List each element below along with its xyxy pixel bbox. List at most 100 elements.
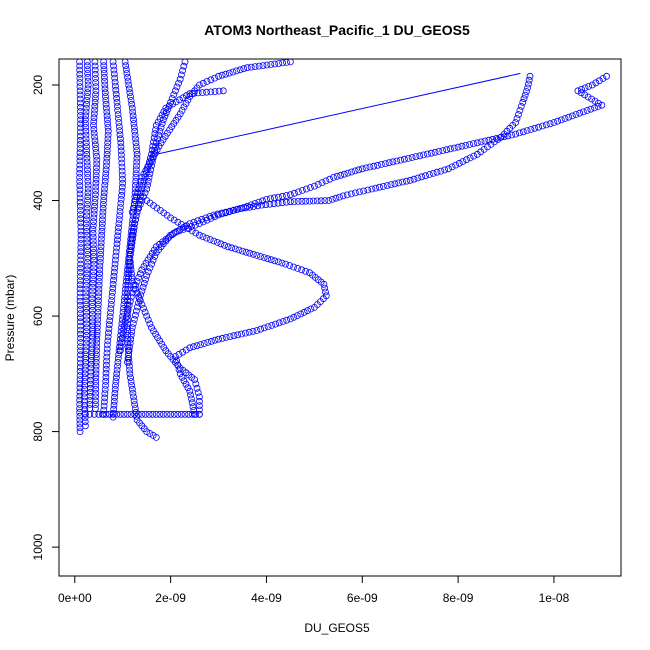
data-point — [76, 198, 84, 206]
data-point — [83, 162, 91, 170]
data-point — [115, 119, 123, 126]
data-point — [77, 124, 84, 132]
data-point — [185, 225, 193, 233]
data-point — [186, 387, 194, 395]
data-point — [77, 128, 84, 136]
data-point — [195, 397, 203, 405]
data-point — [90, 249, 98, 256]
data-point — [108, 292, 116, 300]
data-point — [466, 141, 474, 148]
data-point — [77, 211, 84, 219]
data-point — [146, 160, 154, 168]
data-point — [170, 410, 178, 418]
data-point — [77, 116, 84, 124]
data-point — [92, 95, 99, 102]
data-point — [91, 98, 99, 106]
data-point — [191, 376, 199, 384]
data-point — [370, 162, 378, 170]
data-point — [236, 205, 244, 212]
data-point — [76, 424, 84, 432]
data-point — [128, 289, 136, 297]
data-point — [224, 243, 232, 251]
data-point — [286, 191, 294, 199]
data-point — [84, 170, 91, 178]
data-point — [275, 319, 283, 327]
data-point — [150, 327, 157, 335]
data-point — [98, 235, 105, 243]
data-point — [132, 408, 140, 416]
data-point — [492, 134, 500, 142]
data-point — [76, 388, 84, 396]
data-point — [114, 232, 122, 240]
data-point — [90, 252, 98, 260]
data-point — [395, 179, 403, 187]
y-axis-label: Pressure (mbar) — [3, 275, 17, 362]
data-point — [191, 221, 199, 229]
data-point — [163, 211, 171, 219]
data-point — [445, 165, 452, 173]
data-point — [427, 149, 435, 157]
data-point — [275, 60, 283, 67]
data-point — [84, 185, 92, 193]
data-point — [441, 166, 449, 174]
data-point — [86, 396, 94, 404]
data-point — [133, 158, 141, 166]
data-point — [271, 257, 279, 265]
data-point — [310, 303, 318, 311]
data-point — [92, 191, 99, 199]
data-point — [93, 339, 101, 347]
data-point — [97, 247, 105, 255]
data-point — [91, 202, 98, 210]
data-point — [128, 239, 135, 247]
data-point — [108, 297, 115, 304]
data-point — [128, 100, 136, 108]
data-point — [446, 145, 454, 153]
data-point — [76, 380, 84, 388]
data-point — [129, 112, 137, 120]
data-point — [130, 120, 138, 127]
data-point — [399, 178, 406, 186]
data-point — [104, 139, 112, 147]
data-point — [243, 202, 251, 210]
data-point — [113, 240, 121, 248]
data-point — [298, 266, 306, 274]
data-point — [176, 370, 184, 378]
data-point — [470, 152, 478, 160]
data-point — [122, 62, 130, 70]
data-point — [336, 193, 343, 201]
data-point — [76, 285, 84, 293]
data-point — [103, 154, 111, 162]
data-point — [101, 81, 109, 89]
data-point — [124, 324, 131, 332]
data-point — [204, 338, 212, 346]
data-point — [519, 98, 527, 106]
data-point — [203, 216, 211, 224]
data-point — [96, 266, 104, 274]
data-point — [91, 66, 99, 74]
data-point — [130, 224, 138, 231]
data-point — [77, 120, 84, 128]
data-point — [90, 218, 97, 226]
data-point — [114, 228, 122, 236]
data-point — [111, 389, 119, 397]
data-point — [84, 62, 91, 70]
y-tick-label: 600 — [31, 306, 45, 326]
y-tick-label: 400 — [31, 190, 45, 210]
data-point — [282, 260, 290, 268]
data-point — [290, 263, 298, 271]
data-point — [414, 174, 422, 182]
data-point — [109, 284, 117, 292]
data-point — [170, 216, 178, 224]
data-point — [206, 236, 214, 243]
data-point — [87, 360, 95, 368]
data-point — [203, 234, 211, 242]
data-point — [215, 87, 223, 95]
data-point — [87, 380, 94, 388]
data-point — [259, 62, 267, 69]
data-point — [290, 189, 298, 197]
data-point — [333, 172, 341, 180]
data-point — [383, 182, 391, 189]
data-point — [76, 318, 84, 326]
data-point — [92, 79, 99, 86]
data-point — [152, 243, 160, 251]
